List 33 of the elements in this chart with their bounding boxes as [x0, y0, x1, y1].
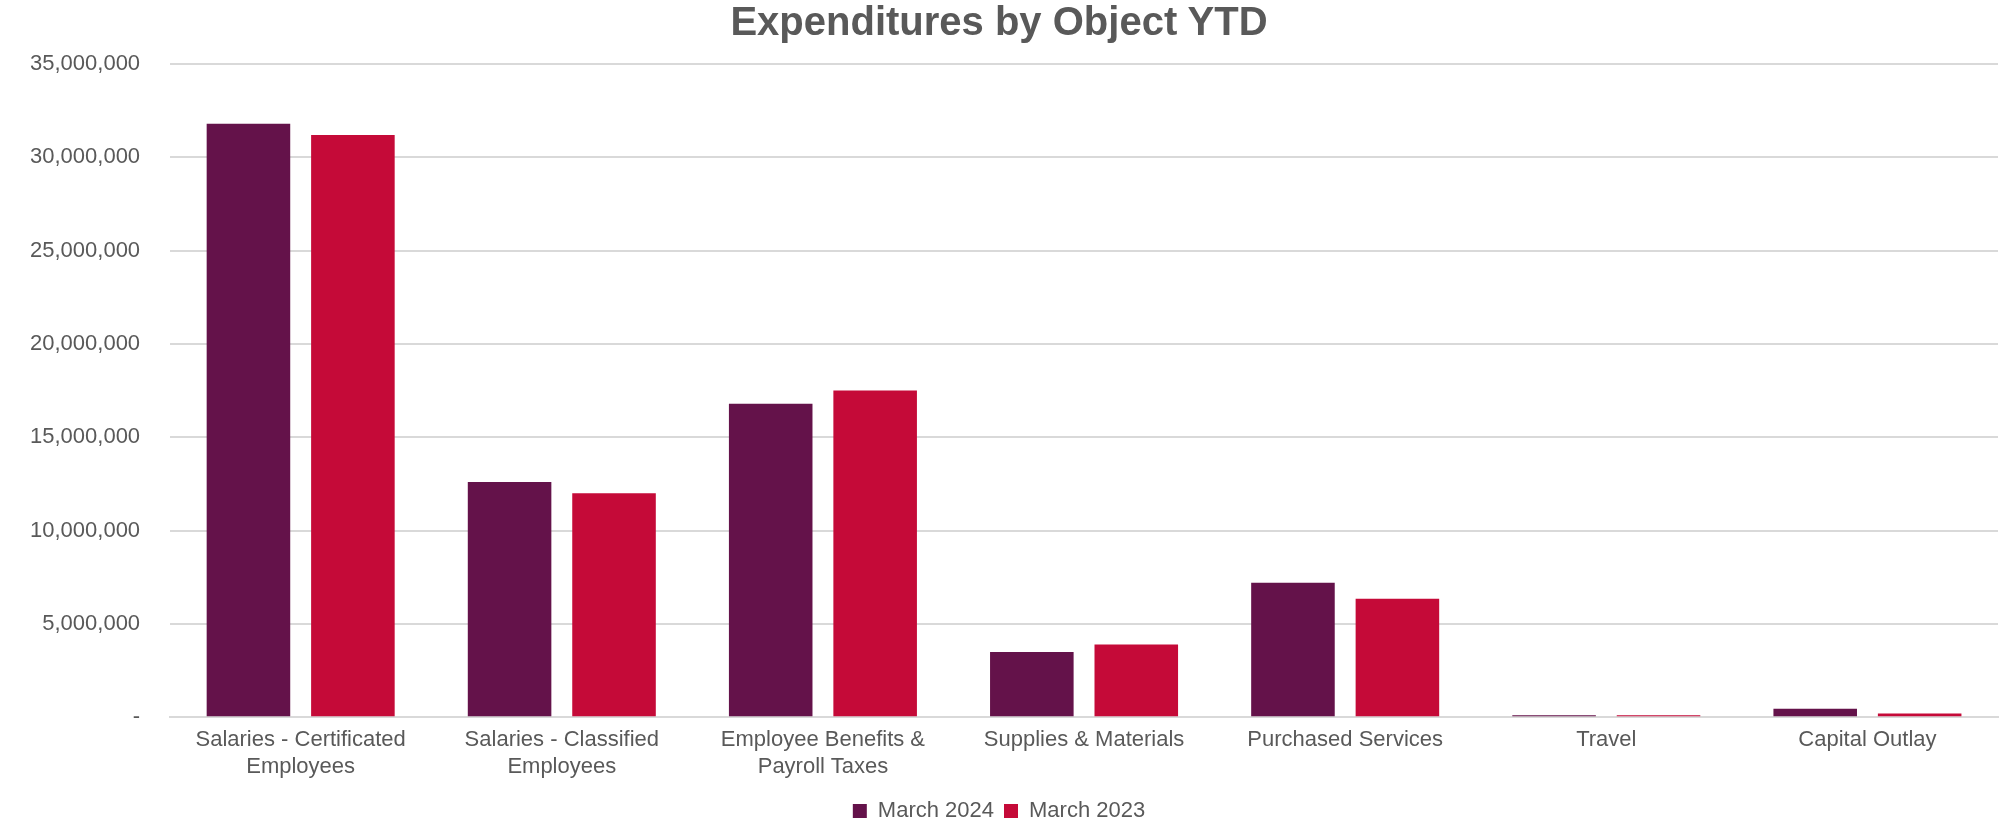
y-tick-label: 15,000,000 [30, 423, 141, 449]
bar [467, 482, 552, 717]
bar [1877, 713, 1962, 717]
category-label: Salaries - Classified [464, 726, 659, 752]
y-tick-label: 30,000,000 [30, 143, 141, 169]
bar [1773, 708, 1857, 717]
y-tick-label: - [132, 703, 141, 729]
legend-label: March 2024 [877, 797, 995, 823]
chart-title: Expenditures by Object YTD [730, 0, 1268, 44]
y-tick-label: 5,000,000 [42, 609, 141, 635]
legend-label: March 2023 [1029, 797, 1146, 823]
bar [833, 390, 917, 717]
y-tick-label: 25,000,000 [30, 236, 141, 262]
bar [1251, 582, 1335, 717]
bar [990, 651, 1074, 717]
y-tick-label: 10,000,000 [30, 516, 141, 542]
bar [1355, 598, 1440, 717]
x-tick-label: Travel [1576, 726, 1637, 752]
bar [728, 403, 813, 717]
x-tick-label: Capital Outlay [1798, 726, 1937, 752]
x-tick-label: Purchased Services [1247, 726, 1444, 752]
bar [311, 134, 395, 717]
bar [1094, 644, 1179, 717]
category-label: Salaries - Certificated [195, 726, 406, 752]
bar [572, 493, 656, 717]
category-label: Employees [246, 752, 356, 778]
category-label: Employees [507, 752, 617, 778]
y-tick-label: 20,000,000 [30, 330, 141, 356]
category-label: Employee Benefits & [720, 726, 926, 752]
x-tick-label: Supplies & Materials [983, 726, 1185, 752]
category-label: Payroll Taxes [757, 752, 889, 778]
bar [206, 123, 291, 717]
y-tick-label: 35,000,000 [30, 50, 141, 76]
